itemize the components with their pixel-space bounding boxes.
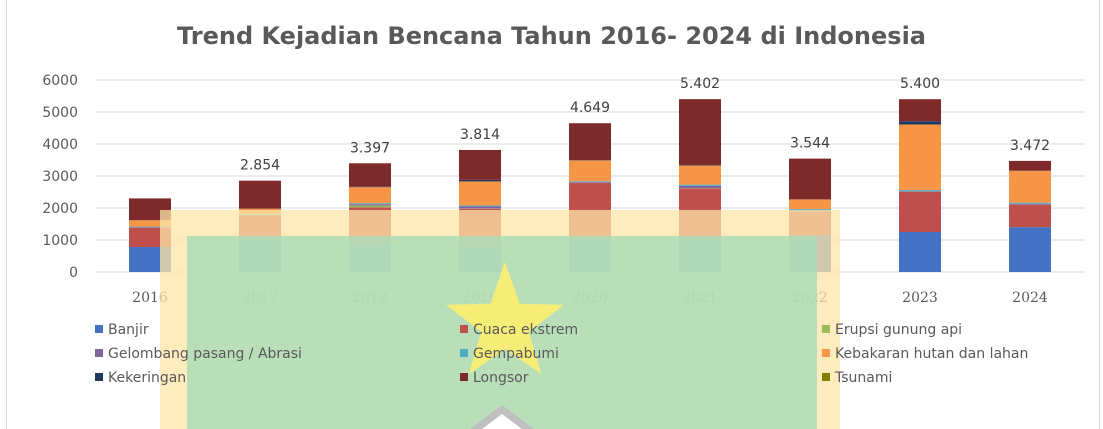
data-label: 5.402 (680, 76, 720, 92)
arrow-shape-inner (482, 414, 522, 429)
bar-segment (1009, 227, 1051, 272)
bar-segment (789, 158, 831, 200)
bar-segment (1009, 202, 1051, 204)
bar-segment (789, 209, 831, 211)
y-tick-label: 6000 (42, 73, 78, 89)
legend-swatch (822, 349, 830, 357)
legend-item: Gempabumi (460, 346, 559, 362)
legend-label: Kekeringan (108, 370, 187, 386)
legend-swatch (822, 373, 830, 381)
legend-label: Gempabumi (473, 346, 559, 362)
y-tick-label: 1000 (42, 233, 78, 249)
data-label: 3.397 (350, 140, 390, 156)
bar-segment (459, 205, 501, 207)
data-label: 2.854 (240, 158, 280, 174)
legend-swatch (822, 325, 830, 333)
bar-segment (679, 99, 721, 165)
data-label: 4.649 (570, 100, 610, 116)
bar-segment (569, 181, 611, 182)
y-tick-label: 4000 (42, 137, 78, 153)
bar-segment (349, 205, 391, 208)
bar-segment (899, 124, 941, 191)
bar-segment (679, 165, 721, 185)
bar-segment (349, 163, 391, 187)
legend-label: Longsor (473, 370, 529, 386)
bar-segment (459, 179, 501, 182)
legend-label: Gelombang pasang / Abrasi (108, 346, 302, 362)
star-shape (446, 262, 564, 375)
legend-swatch (460, 373, 468, 381)
y-tick-label: 5000 (42, 105, 78, 121)
legend-item: Erupsi gunung api (822, 322, 962, 338)
legend-swatch (460, 325, 468, 333)
bar-segment (789, 199, 831, 210)
legend-label: Erupsi gunung api (835, 322, 963, 338)
bar-segment (459, 181, 501, 206)
y-tick-label: 2000 (42, 201, 78, 217)
legend-label: Kebakaran hutan dan lahan (835, 346, 1029, 362)
x-tick-label: 2023 (902, 290, 938, 306)
y-tick-label: 3000 (42, 169, 78, 185)
bar-segment (349, 203, 391, 205)
bar-segment (569, 181, 611, 183)
bar-segment (899, 232, 941, 272)
legend-label: Cuaca ekstrem (473, 322, 579, 338)
bar-segment (899, 121, 941, 125)
chart-title: Trend Kejadian Bencana Tahun 2016- 2024 … (177, 22, 926, 50)
data-label: 5.400 (900, 76, 940, 92)
bar-segment (899, 191, 941, 192)
legend-item: Kekeringan (95, 370, 186, 386)
bar-segment (899, 190, 941, 192)
legend-swatch (460, 349, 468, 357)
legend-swatch (95, 373, 103, 381)
bar-segment (1009, 160, 1051, 171)
data-label: 3.544 (790, 136, 830, 152)
legend-swatch (95, 325, 103, 333)
legend-item: Tsunami (822, 370, 892, 386)
legend-item: Longsor (460, 370, 529, 386)
bar-segment (349, 187, 391, 204)
legend-item: Kebakaran hutan dan lahan (822, 346, 1028, 362)
bar-segment (1009, 204, 1051, 228)
legend-label: Banjir (108, 322, 149, 338)
bar-segment (899, 99, 941, 122)
data-label: 3.814 (460, 127, 500, 143)
bar-segment (129, 220, 171, 227)
y-tick-label: 0 (69, 265, 78, 281)
bar-segment (349, 204, 391, 206)
bar-segment (679, 185, 721, 189)
legend-item: Banjir (95, 322, 149, 338)
legend-swatch (95, 349, 103, 357)
x-tick-label: 2024 (1012, 290, 1048, 306)
bar-segment (569, 160, 611, 182)
bar-segment (129, 227, 171, 228)
legend-item: Cuaca ekstrem (460, 322, 578, 338)
bar-segment (459, 149, 501, 180)
bar-segment (1009, 170, 1051, 203)
bar-segment (899, 192, 941, 232)
data-label: 3.472 (1010, 138, 1050, 154)
legend-item: Gelombang pasang / Abrasi (95, 346, 302, 362)
bar-segment (1009, 203, 1051, 205)
legend-label: Tsunami (835, 370, 893, 386)
x-tick-label: 2016 (132, 290, 168, 306)
bar-segment (459, 206, 501, 209)
bar-segment (569, 123, 611, 160)
bar-segment (239, 180, 281, 209)
bar-segment (679, 184, 721, 186)
